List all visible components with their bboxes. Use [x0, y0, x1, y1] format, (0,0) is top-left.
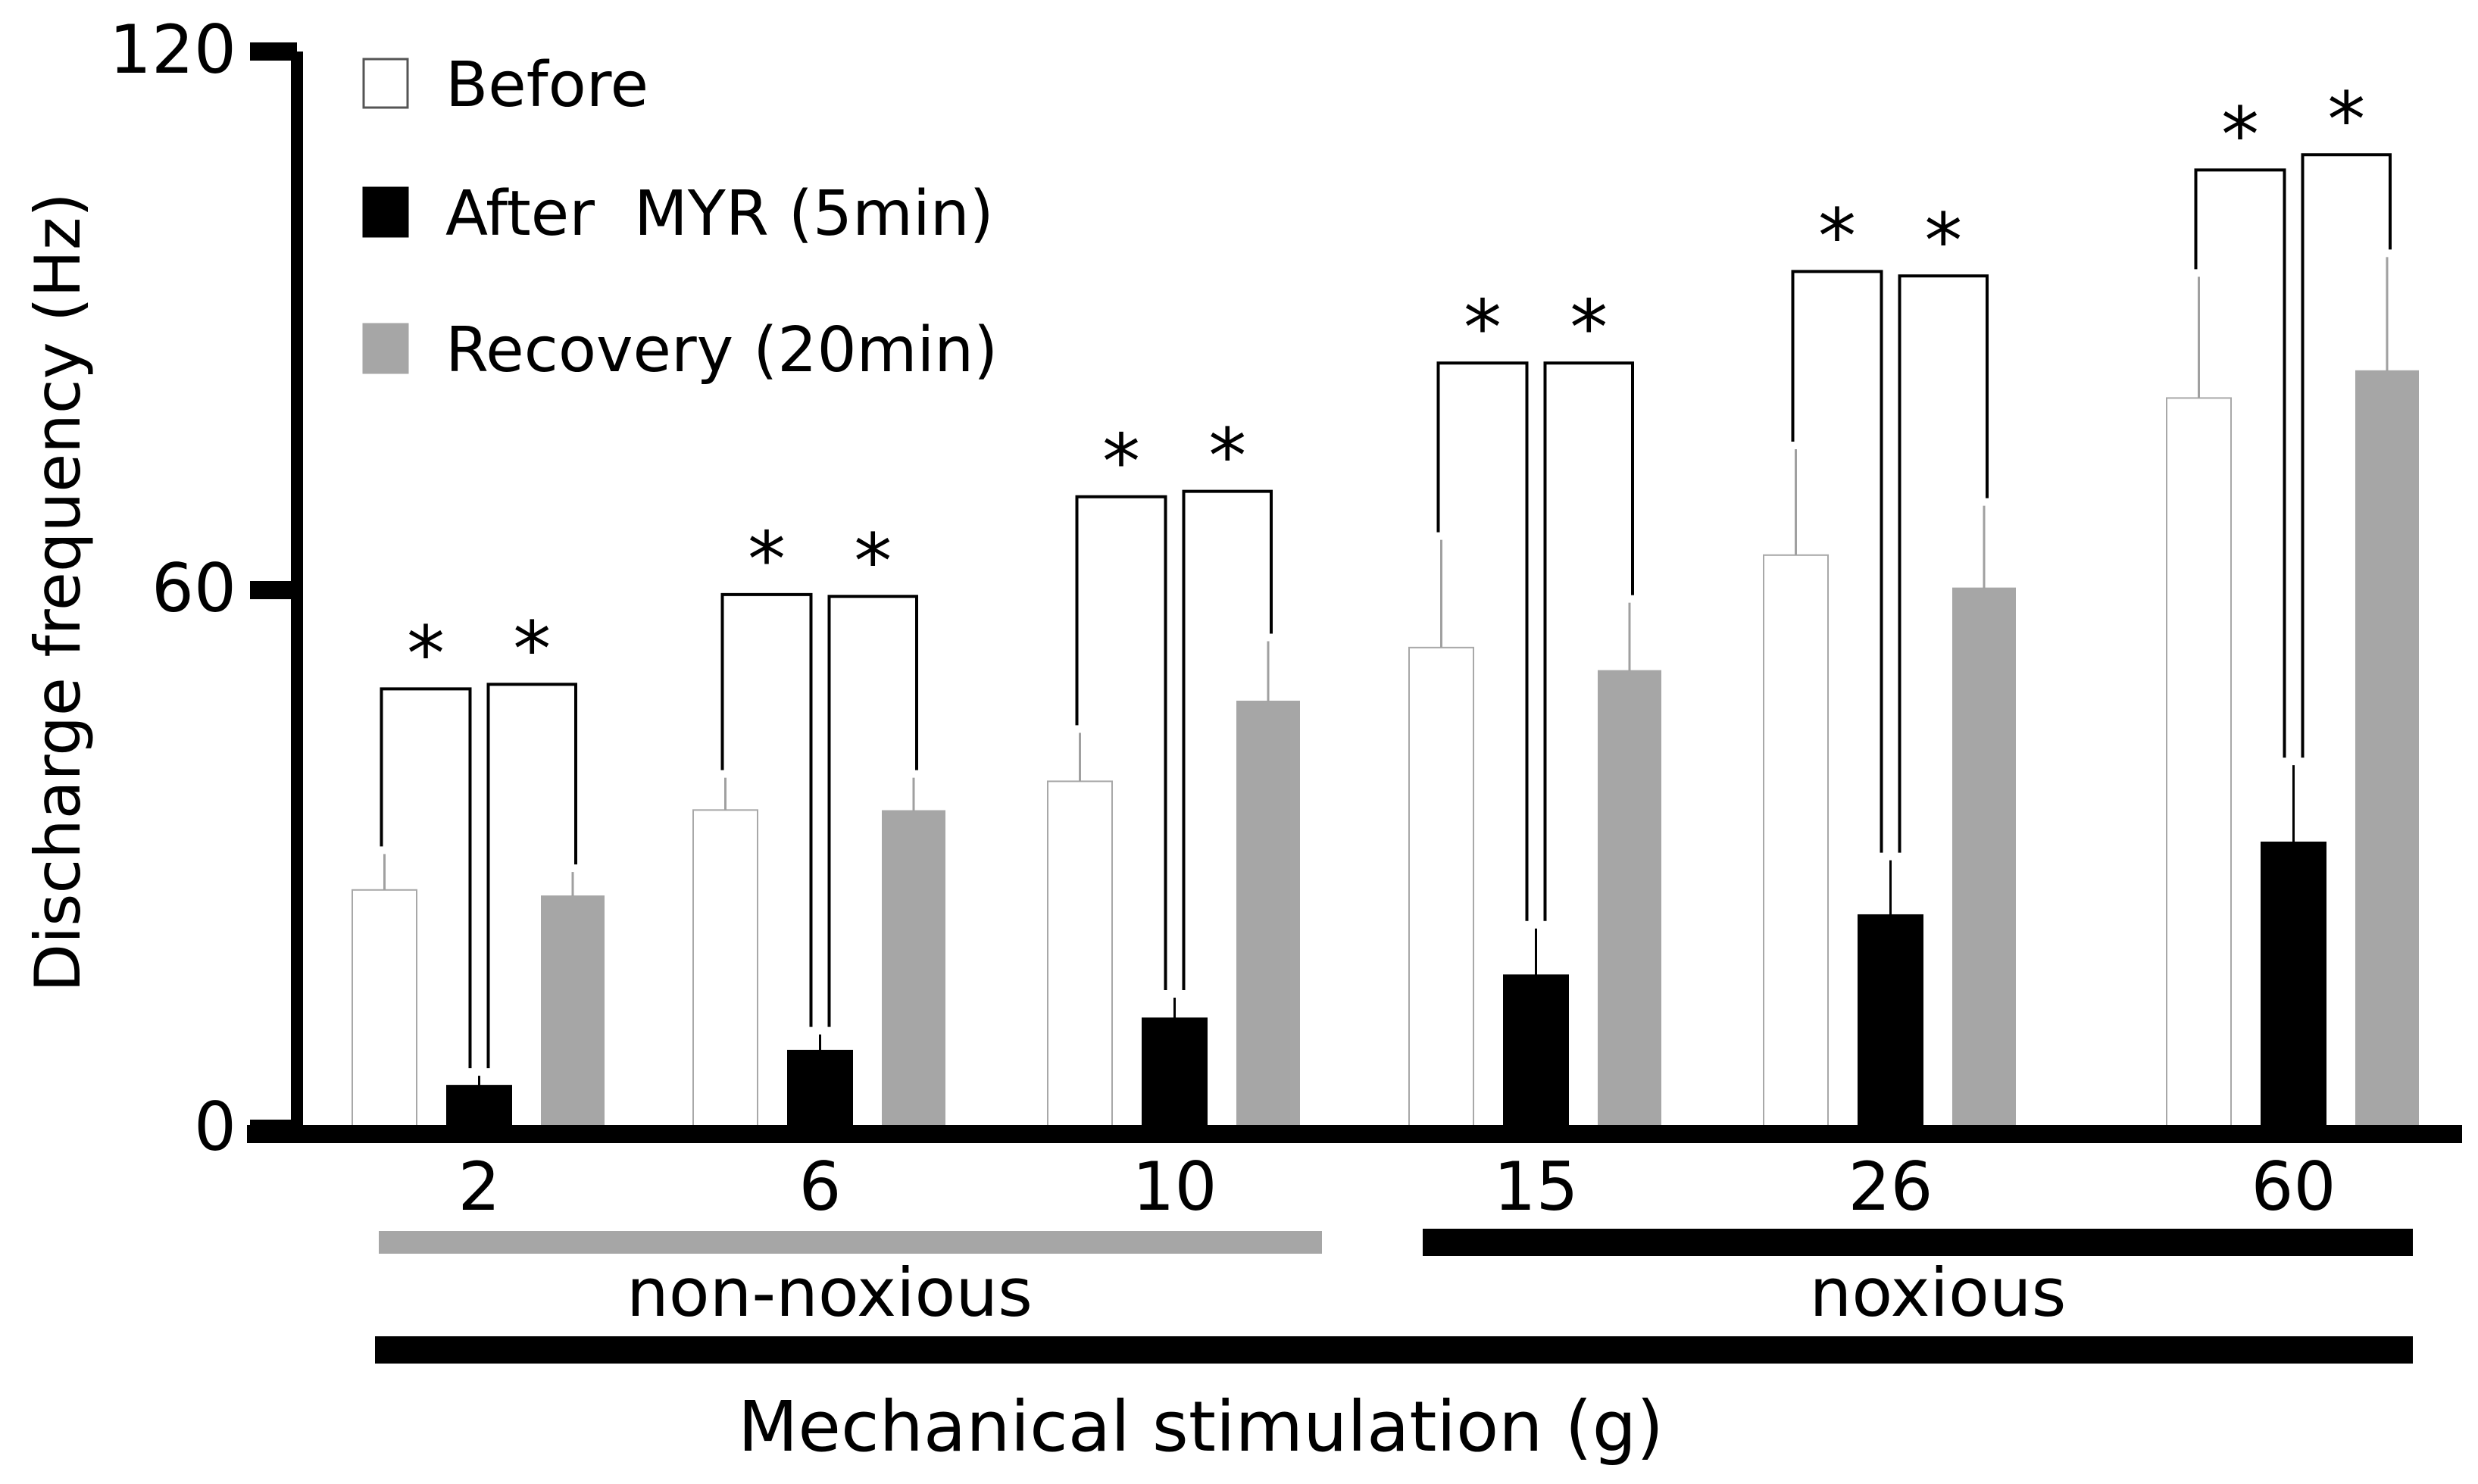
- bar-before: [1408, 646, 1474, 1129]
- bar-after: [446, 1085, 512, 1129]
- error-bars: [383, 257, 2389, 1086]
- significance-bracket: [720, 592, 813, 1027]
- significance-bracket: [380, 687, 472, 1069]
- significance-star: *: [1208, 412, 1246, 501]
- legend-label-recovery: Recovery (20min): [445, 314, 998, 386]
- bar-before: [1047, 780, 1113, 1130]
- group-bar-noxious: [1423, 1229, 2413, 1256]
- legend-swatch-before: [362, 58, 409, 109]
- legend-swatch-recovery: [362, 323, 409, 374]
- significance-star: *: [1818, 192, 1856, 280]
- legend-swatch-after: [362, 186, 409, 238]
- y-tick-label: 120: [109, 11, 236, 89]
- bar-recovery: [1236, 700, 1300, 1129]
- bar-after: [1142, 1017, 1208, 1129]
- x-tick-labels: 2 6 10 15 26 60: [458, 1148, 2336, 1226]
- bar-before: [1763, 554, 1829, 1129]
- significance-star: *: [513, 605, 551, 693]
- significance-bracket: [1543, 361, 1634, 921]
- significance-brackets: * * * * * * * * * * * *: [380, 75, 2392, 1069]
- bar-before: [2166, 397, 2232, 1129]
- bar-before: [692, 809, 758, 1129]
- x-tick-label: 10: [1133, 1148, 1217, 1226]
- x-tick-label: 2: [458, 1148, 501, 1226]
- bar-recovery: [1952, 587, 2016, 1129]
- significance-bracket: [486, 683, 577, 1069]
- y-tick-label: 0: [194, 1088, 236, 1166]
- y-tick-label: 60: [152, 549, 236, 627]
- significance-star: *: [1102, 417, 1140, 506]
- bar-after: [1503, 974, 1569, 1129]
- legend-label-before: Before: [445, 49, 648, 121]
- bar-after: [1858, 914, 1923, 1129]
- significance-star: *: [2221, 90, 2259, 179]
- group-label-non-noxious: non-noxious: [627, 1254, 1033, 1332]
- stimulus-groups: non-noxious noxious: [379, 1229, 2413, 1332]
- legend: Before After MYR (5min) Recovery (20min): [362, 49, 998, 386]
- significance-star: *: [2327, 75, 2365, 164]
- all-stimuli-bar: [375, 1336, 2413, 1364]
- significance-star: *: [1464, 283, 1501, 372]
- bar-after: [787, 1049, 853, 1130]
- y-ticks: 0 60 120: [109, 11, 297, 1166]
- x-tick-label: 15: [1494, 1148, 1579, 1226]
- y-axis-label: Discharge frequency (Hz): [21, 192, 95, 992]
- bar-recovery: [541, 895, 605, 1129]
- group-label-noxious: noxious: [1810, 1254, 2067, 1332]
- significance-bracket: [1436, 361, 1529, 921]
- legend-label-after: After MYR (5min): [445, 178, 994, 250]
- bar-after: [2261, 841, 2326, 1129]
- bar-recovery: [882, 810, 945, 1129]
- x-axis-label: Mechanical stimulation (g): [738, 1386, 1664, 1467]
- bars: [352, 370, 2419, 1130]
- significance-bracket: [2194, 168, 2286, 758]
- significance-star: *: [407, 609, 445, 698]
- significance-star: *: [1924, 196, 1962, 285]
- significance-star: *: [854, 517, 892, 605]
- significance-star: *: [748, 515, 786, 604]
- x-tick-label: 6: [799, 1148, 842, 1226]
- significance-star: *: [1570, 283, 1608, 372]
- significance-bracket: [1182, 489, 1273, 990]
- group-bar-non-noxious: [379, 1231, 1322, 1254]
- x-tick-label: 60: [2251, 1148, 2336, 1226]
- significance-bracket: [1075, 495, 1167, 990]
- significance-bracket: [1898, 274, 1989, 853]
- bar-recovery: [1598, 670, 1661, 1129]
- significance-bracket: [1791, 270, 1883, 853]
- significance-bracket: [827, 595, 918, 1027]
- bar-before: [352, 889, 417, 1130]
- bar-recovery: [2355, 370, 2419, 1129]
- significance-bracket: [2301, 153, 2392, 758]
- x-tick-label: 26: [1848, 1148, 1933, 1226]
